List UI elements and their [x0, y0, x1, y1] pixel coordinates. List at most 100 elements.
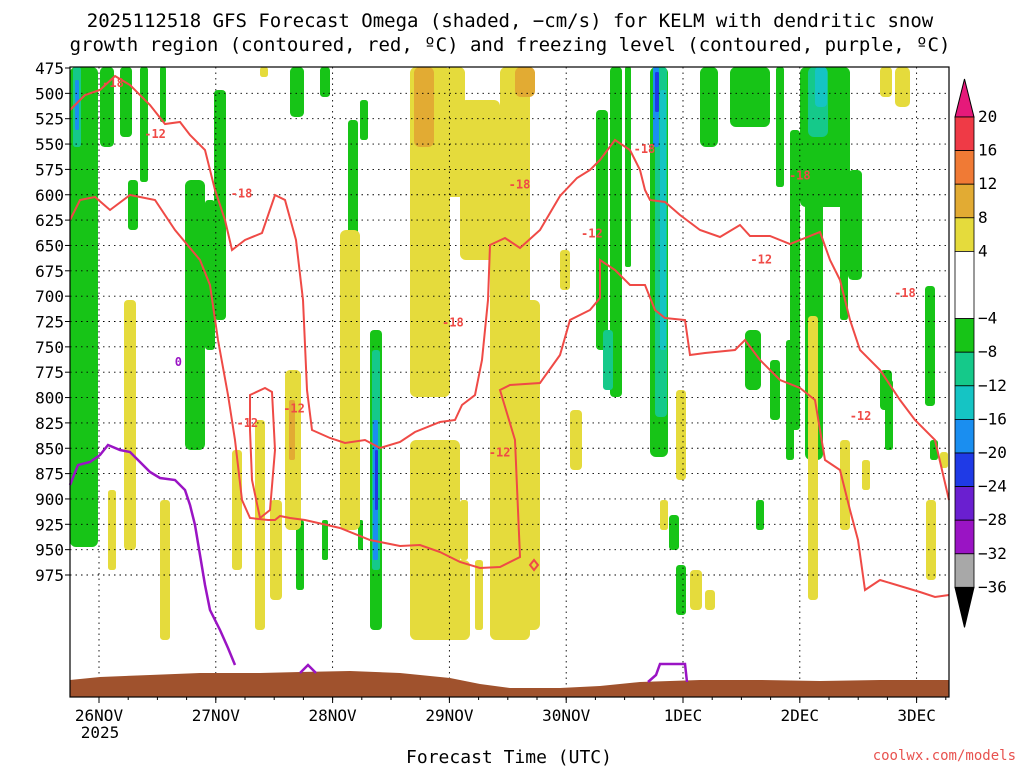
colorbar-band-5 [954, 318, 975, 353]
x-axis-time: 26NOV 27NOV 28NOV 29NOV 30NOV 1DEC 2DEC 3DEC [75, 697, 947, 725]
y-tick-label: 725 [35, 313, 64, 332]
colorbar-label: −32 [978, 544, 1007, 563]
omega-region-42 [660, 90, 666, 350]
omega-region-48 [603, 330, 613, 390]
omega-region-30 [770, 360, 780, 420]
colorbar-label: 4 [978, 241, 988, 260]
x-tick-label: 3DEC [897, 706, 936, 725]
contour-label-dgz: -12 [850, 409, 872, 423]
contour-label-dgz: -18 [789, 168, 811, 182]
omega-region-70 [515, 67, 535, 97]
omega-region-19 [625, 67, 631, 267]
y-tick-label: 600 [35, 186, 64, 205]
omega-region-75 [808, 316, 818, 600]
colorbar-band-4 [954, 250, 975, 319]
omega-region-68 [124, 300, 136, 550]
omega-region-28 [848, 170, 862, 280]
omega-region-44 [655, 72, 659, 112]
omega-region-81 [895, 67, 910, 107]
plot-frame [69, 66, 950, 698]
omega-region-71 [570, 410, 582, 470]
y-tick-label: 550 [35, 135, 64, 154]
omega-region-31 [786, 340, 794, 460]
omega-region-58 [340, 230, 360, 530]
omega-region-51 [410, 67, 450, 397]
colorbar-label: −12 [978, 376, 1007, 395]
omega-region-54 [460, 100, 500, 260]
colorbar-label: −16 [978, 409, 1007, 428]
freezing-level-contours [68, 443, 689, 683]
dgz-contours [69, 74, 950, 599]
colorbar-band-2 [954, 183, 975, 219]
omega-region-79 [940, 452, 948, 468]
contour-label-dgz: -12 [283, 402, 305, 416]
contour-label-dgz: -12 [236, 416, 258, 430]
omega-region-61 [440, 560, 470, 640]
colorbar-band-9 [954, 452, 975, 487]
colorbar-band-7 [954, 385, 975, 420]
x-tick-label: 28NOV [309, 706, 358, 725]
y-tick-label: 500 [35, 84, 64, 103]
dgz-contour-tiny-diamond [528, 558, 540, 572]
y-tick-label: 925 [35, 515, 64, 534]
omega-region-0 [70, 67, 98, 547]
omega-region-40 [815, 67, 827, 107]
y-axis-pressure: 475 500 525 550 575 600 625 650 675 700 725 750 775 8… [35, 59, 70, 585]
contour-label-dgz: -18 [509, 178, 531, 192]
y-tick-label: 675 [35, 262, 64, 281]
omega-region-64 [255, 420, 265, 630]
colorbar-band-12 [954, 553, 975, 588]
contour-label-freeze: 0 [175, 355, 182, 369]
colorbar-label: 16 [978, 141, 997, 160]
terrain-fill [70, 671, 949, 697]
contour-label-dgz: -12 [489, 445, 511, 459]
omega-region-74 [705, 590, 715, 610]
omega-region-22 [730, 67, 770, 127]
contour-label-dgz: -12 [581, 226, 603, 240]
y-tick-label: 525 [35, 110, 64, 129]
colorbar-label: −36 [978, 577, 1007, 596]
y-tick-label: 700 [35, 287, 64, 306]
omega-region-27 [840, 160, 848, 320]
y-tick-label: 475 [35, 59, 64, 78]
colorbar-band-0 [954, 116, 975, 151]
omega-region-77 [862, 460, 870, 490]
y-tick-label: 625 [35, 211, 64, 230]
freezing-level-bump-b [647, 662, 689, 683]
terrain [70, 671, 949, 697]
y-tick-label: 650 [35, 236, 64, 255]
colorbar-over-triangle [954, 78, 975, 118]
chart-title-line-1: 2025112518 GFS Forecast Omega (shaded, −… [87, 10, 934, 32]
omega-region-50 [75, 80, 79, 130]
colorbar-band-10 [954, 486, 975, 521]
freezing-level-bump-a [299, 663, 317, 674]
omega-region-37 [756, 500, 764, 530]
colorbar: 20 16 12 8 4 −4 −8 −12 −16 −20 −24 −28 −32 −36 [954, 78, 1007, 628]
colorbar-label: −20 [978, 443, 1007, 462]
x-tick-label: 27NOV [192, 706, 241, 725]
y-tick-label: 850 [35, 439, 64, 458]
y-tick-label: 775 [35, 363, 64, 382]
omega-region-10 [320, 67, 330, 97]
omega-region-80 [880, 67, 892, 97]
omega-region-83 [260, 67, 268, 77]
contour-label-dgz: -18 [894, 286, 916, 300]
y-tick-label: 875 [35, 465, 64, 484]
omega-region-8 [128, 180, 138, 230]
dgz-contour-upper-minus18 [69, 74, 950, 501]
y-tick-label: 750 [35, 338, 64, 357]
omega-region-85 [460, 500, 468, 560]
omega-region-11 [348, 120, 358, 240]
dotted-grid [70, 67, 949, 697]
omega-region-67 [232, 450, 242, 570]
y-tick-label: 900 [35, 490, 64, 509]
colorbar-label: 8 [978, 208, 988, 227]
omega-region-23 [776, 67, 784, 187]
omega-region-21 [700, 67, 718, 147]
contour-label-dgz: -18 [102, 76, 124, 90]
omega-region-34 [925, 286, 935, 406]
omega-region-69 [108, 490, 116, 570]
x-tick-label: 26NOV [75, 706, 124, 725]
contour-labels: -18 -12 -18 -12 -12 -18 -12 -18 -12 -18 -12 -18 -18 -… [102, 76, 916, 459]
omega-region-33 [885, 380, 893, 450]
